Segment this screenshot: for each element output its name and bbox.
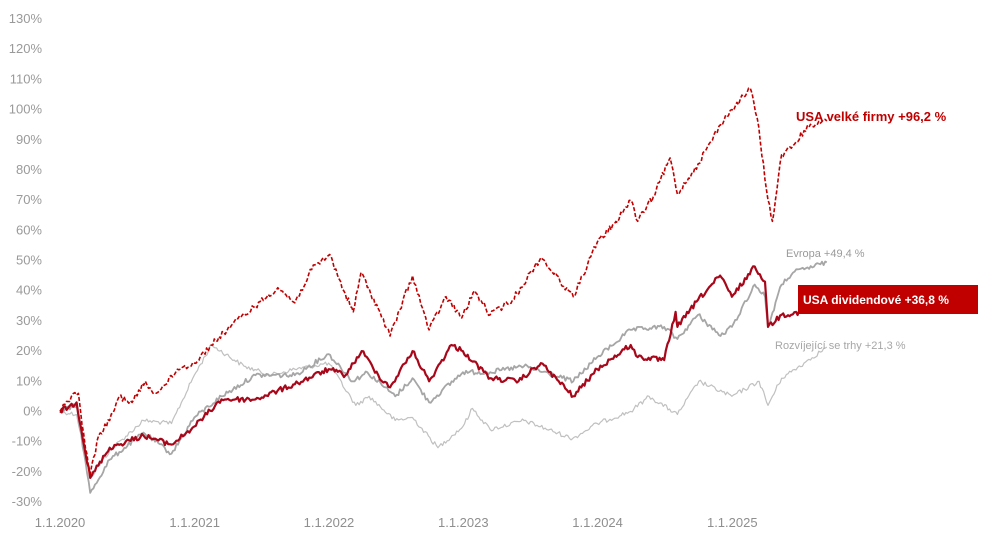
y-tick-label: 50% bbox=[16, 253, 42, 268]
x-tick-label: 1.1.2021 bbox=[169, 515, 220, 530]
series-lines bbox=[59, 87, 828, 494]
y-tick-label: -30% bbox=[12, 494, 43, 509]
y-tick-label: 10% bbox=[16, 373, 42, 388]
x-tick-label: 1.1.2025 bbox=[707, 515, 758, 530]
series-label-box-dividend bbox=[798, 285, 978, 314]
y-tick-label: 110% bbox=[10, 71, 43, 86]
series-line-3 bbox=[59, 344, 828, 479]
y-tick-label: 60% bbox=[16, 222, 42, 237]
y-tick-label: 20% bbox=[16, 343, 42, 358]
y-tick-label: 0% bbox=[23, 403, 42, 418]
y-tick-label: 130% bbox=[9, 11, 43, 26]
series-label-dividend: USA dividendové +36,8 % bbox=[803, 293, 949, 307]
series-label-emerging: Rozvíjející se trhy +21,3 % bbox=[775, 340, 906, 352]
y-tick-label: -10% bbox=[12, 434, 43, 449]
y-tick-label: 70% bbox=[16, 192, 42, 207]
y-tick-label: 120% bbox=[9, 41, 43, 56]
y-tick-label: 40% bbox=[16, 283, 42, 298]
x-tick-label: 1.1.2024 bbox=[572, 515, 623, 530]
series-line-1 bbox=[59, 265, 828, 479]
y-tick-label: 30% bbox=[16, 313, 42, 328]
series-label-europe: Evropa +49,4 % bbox=[786, 248, 865, 260]
series-label-usa-large: USA velké firmy +96,2 % bbox=[796, 109, 947, 124]
y-axis-ticks: -30% -20% -10% 0% 10% 20% 30% 40% 50% 60% 70% 80% 90… bbox=[9, 11, 43, 509]
series-labels: USA velké firmy +96,2 % Evropa +49,4 % USA… bbox=[775, 109, 978, 352]
y-tick-label: -20% bbox=[12, 464, 43, 479]
y-tick-label: 80% bbox=[16, 162, 42, 177]
x-tick-label: 1.1.2022 bbox=[304, 515, 355, 530]
x-tick-label: 1.1.2023 bbox=[438, 515, 489, 530]
series-line-2 bbox=[59, 260, 828, 494]
x-axis-ticks: 1.1.2020 1.1.2021 1.1.2022 1.1.2023 1.1.2024… bbox=[35, 515, 758, 530]
y-tick-label: 100% bbox=[9, 102, 43, 117]
series-line-0 bbox=[59, 87, 828, 476]
y-tick-label: 90% bbox=[16, 132, 42, 147]
x-tick-label: 1.1.2020 bbox=[35, 515, 86, 530]
